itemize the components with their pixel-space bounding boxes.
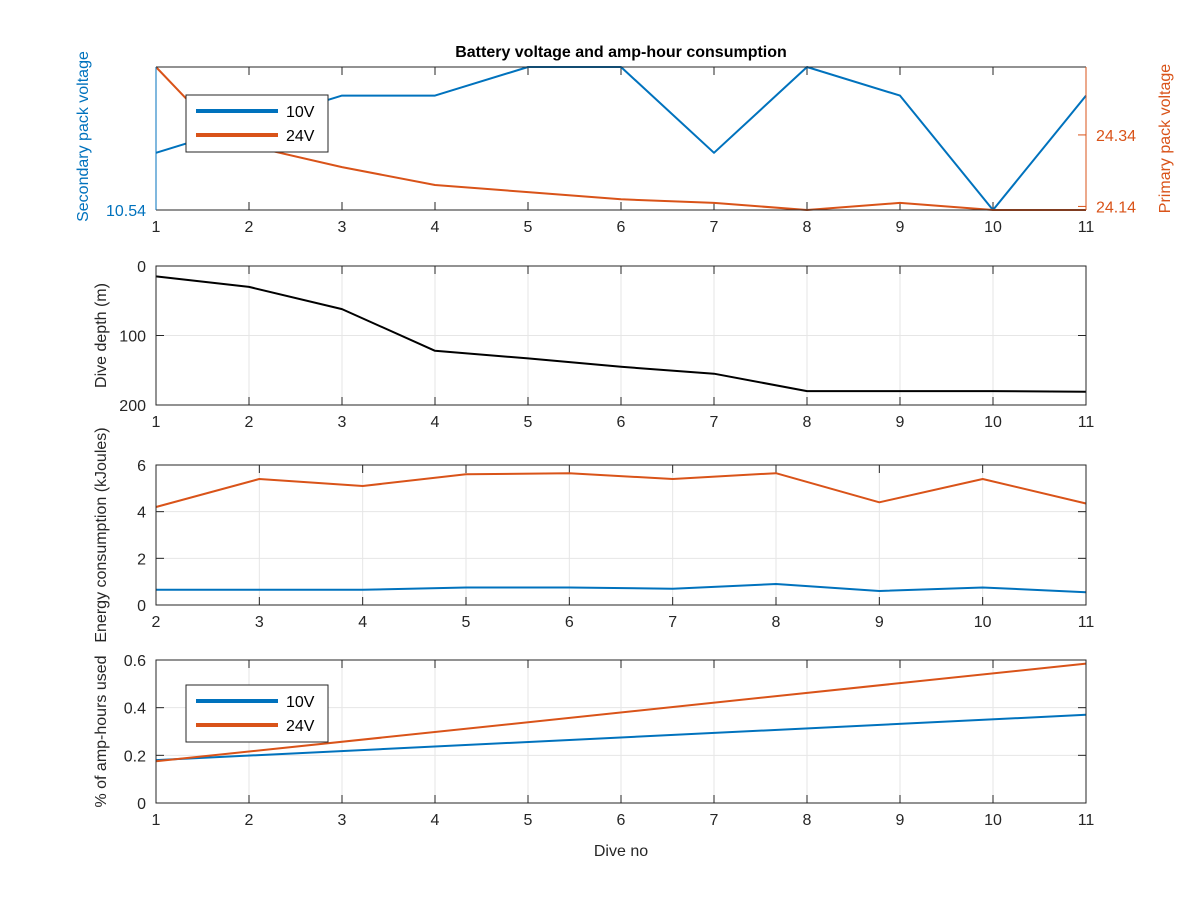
subplot-4: 1 2 3 4 5 6 7 8 9 10 11 0 0.2 0.4 0.6 % of amp-hours us… <box>93 653 1094 860</box>
x-tick-label: 4 <box>431 219 440 236</box>
y-axis: 0 0.2 0.4 0.6 <box>124 653 1086 813</box>
y-tick-label: 24.34 <box>1096 128 1136 145</box>
series-line-10v <box>155 713 1087 762</box>
x-tick-label: 2 <box>152 614 161 631</box>
y-tick-label: 0 <box>137 796 146 813</box>
y-tick-label: 2 <box>137 551 146 568</box>
x-tick-label: 5 <box>524 219 533 236</box>
x-tick-label: 6 <box>565 614 574 631</box>
series-line-depth <box>155 275 1087 393</box>
x-tick-label: 9 <box>875 614 884 631</box>
x-axis-label: Dive no <box>594 843 648 860</box>
grid-lines <box>156 266 1086 405</box>
legend-box <box>185 94 329 153</box>
x-tick-label: 8 <box>772 614 781 631</box>
axes-box <box>155 265 1087 406</box>
y-tick-label: 0 <box>137 259 146 276</box>
x-tick-label: 11 <box>1078 219 1095 236</box>
x-tick-label: 4 <box>431 812 440 829</box>
axes-box <box>155 464 1087 606</box>
x-tick-label: 6 <box>617 219 626 236</box>
x-axis: 1 2 3 4 5 6 7 8 9 10 11 <box>152 660 1095 829</box>
x-tick-label: 11 <box>1078 812 1095 829</box>
y-tick-label: 24.14 <box>1096 199 1136 216</box>
x-tick-label: 3 <box>338 219 347 236</box>
y-axis-label: Dive depth (m) <box>93 283 110 388</box>
legend-box <box>185 684 329 743</box>
legend-label-10v: 10V <box>286 104 315 121</box>
x-tick-label: 6 <box>617 812 626 829</box>
x-tick-label: 10 <box>984 219 1002 236</box>
x-tick-label: 3 <box>255 614 264 631</box>
x-tick-label: 3 <box>338 414 347 431</box>
legend-label-24v: 24V <box>286 128 315 145</box>
y-tick-label: 200 <box>119 398 146 415</box>
plot-area <box>156 465 1086 605</box>
x-tick-label: 5 <box>462 614 471 631</box>
y-tick-label: 0.4 <box>124 701 146 718</box>
x-tick-label: 10 <box>974 614 992 631</box>
x-tick-label: 7 <box>710 414 719 431</box>
x-tick-label: 11 <box>1078 414 1095 431</box>
left-y-axis-label: Secondary pack voltage <box>75 51 92 222</box>
subplot-2: 1 2 3 4 5 6 7 8 9 10 11 0 100 200 Dive depth (m) <box>93 259 1094 431</box>
grid-lines <box>156 465 1086 605</box>
x-tick-label: 4 <box>431 414 440 431</box>
legend-label-10v: 10V <box>286 694 315 711</box>
x-tick-label: 10 <box>984 414 1002 431</box>
y-tick-label: 0.2 <box>124 748 146 765</box>
x-tick-label: 10 <box>984 812 1002 829</box>
x-tick-label: 11 <box>1078 614 1095 631</box>
x-axis: 1 2 3 4 5 6 7 8 9 10 11 <box>152 67 1095 236</box>
x-axis: 2 3 4 5 6 7 8 9 10 11 <box>152 465 1095 631</box>
right-y-axis-label: Primary pack voltage <box>1157 64 1174 213</box>
left-y-axis: 10.54 <box>106 203 164 220</box>
chart-title: Battery voltage and amp-hour consumption <box>455 44 787 61</box>
x-tick-label: 5 <box>524 414 533 431</box>
legend-label-24v: 24V <box>286 718 315 735</box>
axes-box <box>155 659 1087 804</box>
x-tick-label: 1 <box>152 414 161 431</box>
x-tick-label: 8 <box>803 414 812 431</box>
x-tick-label: 7 <box>668 614 677 631</box>
y-axis: 0 100 200 <box>119 259 1086 415</box>
y-tick-label: 6 <box>137 458 146 475</box>
x-tick-label: 3 <box>338 812 347 829</box>
y-tick-label: 0.6 <box>124 653 146 670</box>
x-tick-label: 2 <box>245 219 254 236</box>
x-axis: 1 2 3 4 5 6 7 8 9 10 11 <box>152 266 1095 431</box>
x-tick-label: 5 <box>524 812 533 829</box>
subplot-1: 1 2 3 4 5 6 7 8 9 10 11 10.54 24.14 24.34 Secondary pa… <box>75 44 1174 236</box>
y-tick-label: 0 <box>137 598 146 615</box>
x-tick-label: 4 <box>358 614 367 631</box>
y-tick-label: 10.54 <box>106 203 146 220</box>
x-tick-label: 9 <box>896 414 905 431</box>
x-tick-label: 1 <box>152 219 161 236</box>
x-tick-label: 7 <box>710 812 719 829</box>
x-tick-label: 6 <box>617 414 626 431</box>
y-axis-label: % of amp-hours used <box>93 655 110 807</box>
x-tick-label: 7 <box>710 219 719 236</box>
x-tick-label: 2 <box>245 414 254 431</box>
x-tick-label: 8 <box>803 219 812 236</box>
x-tick-label: 2 <box>245 812 254 829</box>
series-line-10v <box>156 583 1087 594</box>
series-line-24v <box>155 662 1087 763</box>
y-tick-label: 100 <box>119 329 146 346</box>
y-axis-label: Energy consumption (kJoules) <box>93 427 110 642</box>
right-y-axis: 24.14 24.34 <box>1078 128 1136 216</box>
x-tick-label: 1 <box>152 812 161 829</box>
x-tick-label: 9 <box>896 219 905 236</box>
x-tick-label: 9 <box>896 812 905 829</box>
y-tick-label: 4 <box>137 505 146 522</box>
x-tick-label: 8 <box>803 812 812 829</box>
series-line-24v <box>155 472 1087 508</box>
